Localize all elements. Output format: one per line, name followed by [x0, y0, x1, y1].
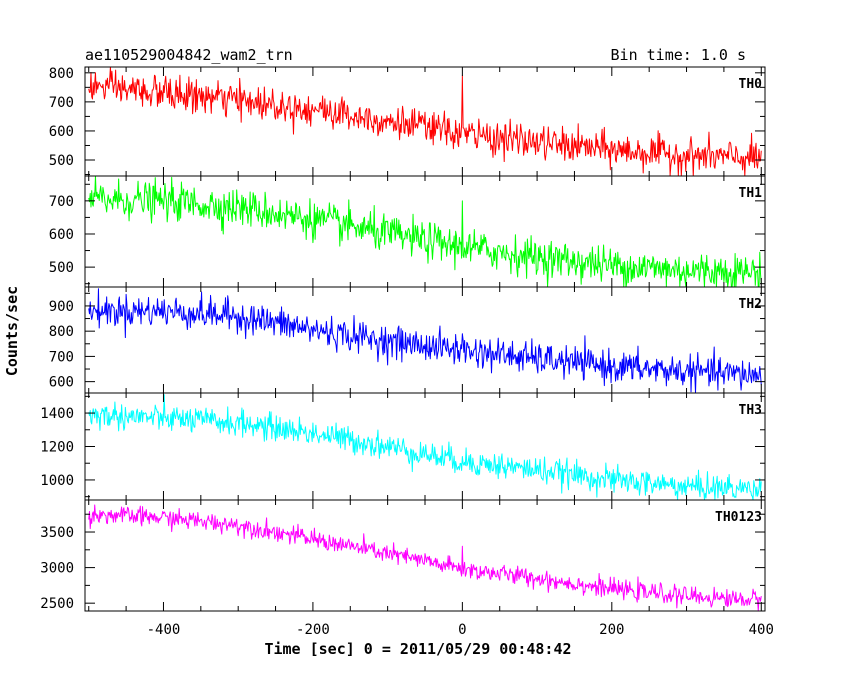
y-tick-label: 2500	[40, 596, 74, 612]
series-line-th1	[88, 175, 762, 288]
y-tick-label: 600	[49, 124, 74, 140]
panel-th1: 500 600 700 TH1	[49, 175, 766, 288]
y-tick-label: 3000	[40, 561, 74, 577]
chart-title: ae110529004842_wam2_trn	[85, 46, 293, 64]
panel-th2: 600 700 800 900 TH2	[49, 286, 766, 394]
y-tick-label: 800	[49, 324, 74, 340]
x-tick-label: -400	[147, 622, 181, 638]
x-tick-label: -200	[296, 622, 330, 638]
x-tick-label: 0	[458, 622, 466, 638]
series-line-th0	[88, 66, 762, 177]
panel-th0123: 2500 3000 3500 TH0123	[40, 499, 766, 612]
panel-label-th1: TH1	[739, 186, 763, 201]
y-tick-label: 3500	[40, 525, 74, 541]
y-tick-label: 600	[49, 375, 74, 391]
y-tick-label: 700	[49, 194, 74, 210]
panel-frame	[84, 286, 766, 394]
y-axis-label: Counts/sec	[3, 286, 21, 376]
y-tick-label: 800	[49, 66, 74, 82]
y-tick-label: 1200	[40, 440, 74, 456]
y-tick-label: 1400	[40, 406, 74, 422]
series-line-th3	[88, 394, 762, 501]
y-tick-label: 700	[49, 95, 74, 111]
y-tick-label: 600	[49, 227, 74, 243]
panel-label-th0: TH0	[739, 77, 763, 92]
y-tick-label: 500	[49, 260, 74, 276]
panels-layer: 500 600 700 800 TH0 500 600 700 TH1 600 700 800 900 T…	[40, 66, 774, 638]
x-axis-label: Time [sec] 0 = 2011/05/29 00:48:42	[264, 640, 571, 658]
y-tick-label: 700	[49, 349, 74, 365]
panel-label-th2: TH2	[739, 297, 762, 312]
y-tick-label: 500	[49, 153, 74, 169]
panel-th0: 500 600 700 800 TH0	[49, 66, 766, 177]
series-line-th0123	[88, 504, 762, 612]
y-tick-label: 1000	[40, 473, 74, 489]
panel-label-th3: TH3	[739, 403, 762, 418]
series-line-th2	[88, 288, 762, 394]
bin-time-label: Bin time: 1.0 s	[611, 46, 746, 64]
panel-th3: 1000 1200 1400 TH3	[40, 392, 766, 501]
panel-label-th0123: TH0123	[715, 510, 762, 525]
x-tick-label: 400	[749, 622, 774, 638]
x-tick-label: 200	[599, 622, 624, 638]
y-tick-label: 900	[49, 299, 74, 315]
